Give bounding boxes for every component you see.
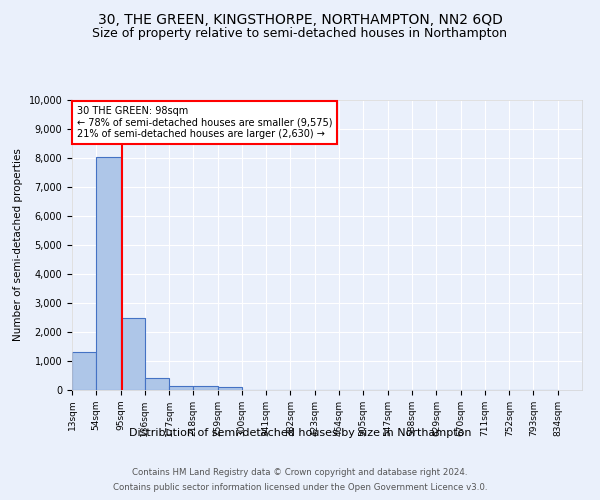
Bar [193,386,218,390]
Text: Size of property relative to semi-detached houses in Northampton: Size of property relative to semi-detach… [92,28,508,40]
Text: 30, THE GREEN, KINGSTHORPE, NORTHAMPTON, NN2 6QD: 30, THE GREEN, KINGSTHORPE, NORTHAMPTON,… [98,12,502,26]
Text: Contains HM Land Registry data © Crown copyright and database right 2024.: Contains HM Land Registry data © Crown c… [132,468,468,477]
Bar [72,352,96,390]
Bar [169,386,193,390]
Text: Distribution of semi-detached houses by size in Northampton: Distribution of semi-detached houses by … [129,428,471,438]
Text: Contains public sector information licensed under the Open Government Licence v3: Contains public sector information licen… [113,483,487,492]
Bar [96,156,121,390]
Bar [121,318,145,390]
Text: 30 THE GREEN: 98sqm
← 78% of semi-detached houses are smaller (9,575)
21% of sem: 30 THE GREEN: 98sqm ← 78% of semi-detach… [77,106,332,139]
Bar [218,387,242,390]
Y-axis label: Number of semi-detached properties: Number of semi-detached properties [13,148,23,342]
Bar [145,378,169,390]
